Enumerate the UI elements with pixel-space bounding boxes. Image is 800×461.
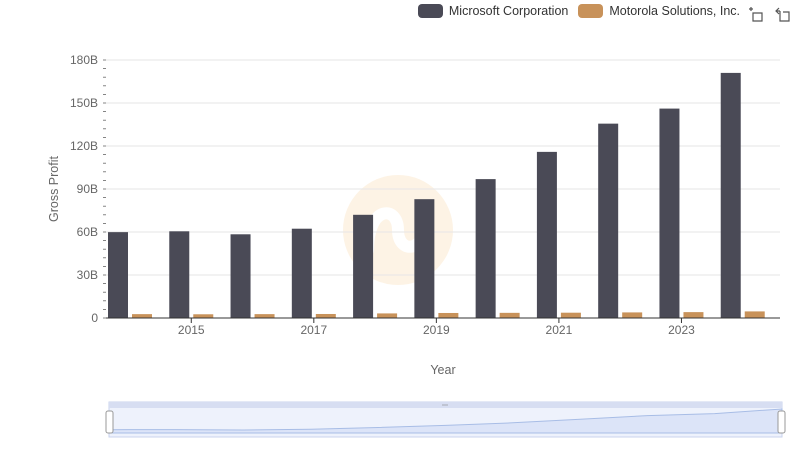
bar-microsoft-2014[interactable] <box>108 232 128 318</box>
y-tick-label: 120B <box>70 139 98 153</box>
x-tick-label: 2021 <box>546 323 573 337</box>
x-tick-label: 2023 <box>668 323 695 337</box>
navigator-right-handle[interactable] <box>777 410 786 434</box>
navigator-grip-icon <box>442 404 448 406</box>
bar-motorola-2014[interactable] <box>132 314 152 318</box>
y-axis-title: Gross Profit <box>47 155 61 222</box>
legend-label-microsoft: Microsoft Corporation <box>448 4 569 18</box>
x-axis-title: Year <box>430 363 455 377</box>
navigator[interactable] <box>105 401 786 438</box>
bar-microsoft-2015[interactable] <box>169 231 190 318</box>
bar-microsoft-2020[interactable] <box>475 179 496 318</box>
bar-microsoft-2023[interactable] <box>659 108 680 318</box>
y-axis-ticks: 0 30B 60B 90B 120B 150B 180B <box>70 53 98 325</box>
y-tick-label: 30B <box>77 268 98 282</box>
bar-microsoft-2017[interactable] <box>291 228 312 318</box>
bar-motorola-2017[interactable] <box>315 313 336 318</box>
navigator-series-area <box>108 408 783 434</box>
legend-label-motorola: Motorola Solutions, Inc. <box>609 4 740 18</box>
y-tick-label: 0 <box>91 311 98 325</box>
y-axis-minor-ticks <box>103 59 106 319</box>
navigator-scrollbar[interactable] <box>109 402 782 408</box>
x-axis-ticks: 2015 2017 2019 2021 2023 <box>178 318 695 337</box>
y-tick-label: 60B <box>77 225 98 239</box>
zoom-reset-icon[interactable] <box>774 6 790 22</box>
y-tick-label: 150B <box>70 96 98 110</box>
bar-motorola-2016[interactable] <box>254 314 275 318</box>
zoom-select-icon[interactable] <box>748 6 764 22</box>
legend-item-microsoft[interactable]: Microsoft Corporation <box>417 4 569 18</box>
y-tick-label: 90B <box>77 182 98 196</box>
legend-swatch-motorola <box>578 4 604 18</box>
bar-motorola-2020[interactable] <box>499 312 520 318</box>
bar-motorola-2018[interactable] <box>377 313 398 318</box>
bar-motorola-2015[interactable] <box>193 314 214 318</box>
bar-microsoft-2024[interactable] <box>720 72 741 319</box>
bars <box>108 72 765 319</box>
bar-microsoft-2022[interactable] <box>598 123 619 318</box>
bar-motorola-2022[interactable] <box>622 312 643 318</box>
bar-motorola-2019[interactable] <box>438 312 459 318</box>
bar-microsoft-2019[interactable] <box>414 199 435 318</box>
bar-motorola-2023[interactable] <box>683 312 704 318</box>
navigator-left-handle[interactable] <box>105 410 114 434</box>
y-tick-label: 180B <box>70 53 98 67</box>
x-tick-label: 2017 <box>300 323 327 337</box>
bar-microsoft-2016[interactable] <box>230 234 251 318</box>
bar-motorola-2024[interactable] <box>744 311 765 318</box>
bar-motorola-2021[interactable] <box>560 312 581 318</box>
chart-legend: Microsoft Corporation Motorola Solutions… <box>417 4 740 18</box>
bar-microsoft-2018[interactable] <box>353 214 374 318</box>
legend-item-motorola[interactable]: Motorola Solutions, Inc. <box>578 4 740 18</box>
x-tick-label: 2015 <box>178 323 205 337</box>
bar-microsoft-2021[interactable] <box>536 151 557 318</box>
legend-swatch-microsoft <box>417 4 443 18</box>
x-tick-label: 2019 <box>423 323 450 337</box>
chart-toolbar <box>748 6 790 22</box>
